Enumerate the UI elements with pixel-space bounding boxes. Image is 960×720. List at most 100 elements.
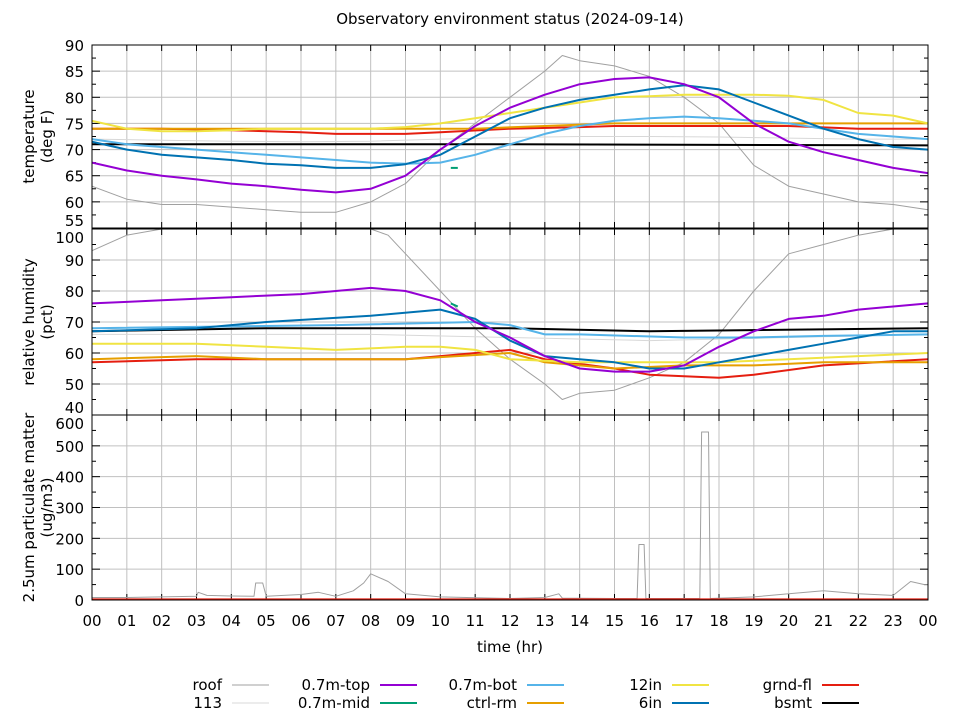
series-line-roof — [92, 229, 928, 400]
x-tick-label: 05 — [257, 612, 276, 630]
x-axis-label: time (hr) — [477, 638, 543, 656]
x-tick-label: 08 — [361, 612, 380, 630]
y-tick-label: 80 — [65, 89, 84, 107]
x-tick-label: 03 — [187, 612, 206, 630]
x-tick-label: 09 — [396, 612, 415, 630]
y-tick-label: 60 — [65, 194, 84, 212]
legend-label: 6in — [639, 694, 662, 712]
x-tick-label: 21 — [814, 612, 833, 630]
legend-item-0.7m-top: 0.7m-top — [302, 676, 417, 694]
series-group — [92, 431, 928, 600]
y-tick-label: 200 — [55, 530, 84, 548]
x-tick-label: 01 — [117, 612, 136, 630]
y-tick-label: 50 — [65, 376, 84, 394]
legend-label: 0.7m-mid — [298, 694, 370, 712]
legend-item-0.7m-mid: 0.7m-mid — [298, 694, 417, 712]
series-line-ctrl-rm — [92, 352, 928, 370]
x-tick-label: 15 — [605, 612, 624, 630]
series-line-113 — [92, 136, 928, 143]
x-tick-label: 06 — [291, 612, 310, 630]
legend-label: 12in — [629, 676, 662, 694]
x-tick-label: 07 — [326, 612, 345, 630]
y-tick-label: 80 — [65, 283, 84, 301]
legend-label: 113 — [193, 694, 222, 712]
y-axis-label-line: temperature — [20, 89, 38, 183]
y-axis-label-line: relative humidity — [20, 258, 38, 386]
y-axis-label-line: (pct) — [38, 304, 56, 339]
x-tick-label: 10 — [431, 612, 450, 630]
y-tick-label: 60 — [65, 345, 84, 363]
x-tick-label: 14 — [570, 612, 589, 630]
series-line-bsmt — [92, 327, 928, 333]
x-tick-label: 19 — [744, 612, 763, 630]
chart-title: Observatory environment status (2024-09-… — [336, 10, 684, 28]
x-tick-label: 22 — [849, 612, 868, 630]
y-axis-label: relative humidity(pct) — [20, 258, 56, 386]
y-tick-label: 70 — [65, 314, 84, 332]
y-tick-label: 100 — [55, 561, 84, 579]
y-tick-label: 70 — [65, 142, 84, 160]
x-tick-label: 13 — [535, 612, 554, 630]
series-line-12in — [92, 93, 928, 133]
legend-label: grnd-fl — [763, 676, 812, 694]
legend-label: roof — [193, 676, 223, 694]
series-line-0.7m-top — [92, 76, 928, 194]
y-tick-label: 85 — [65, 63, 84, 81]
legend-label: 0.7m-top — [302, 676, 370, 694]
y-tick-label: 40 — [65, 399, 84, 417]
legend-item-12in: 12in — [629, 676, 709, 694]
series-line-6in — [92, 308, 928, 370]
legend-item-grnd-fl: grnd-fl — [763, 676, 859, 694]
series-group — [92, 229, 928, 400]
y-axis-label: 2.5um particulate matter(ug/m3) — [20, 412, 56, 602]
y-tick-label: 55 — [65, 212, 84, 230]
x-tick-label: 23 — [884, 612, 903, 630]
series-line-0.7m-mid — [450, 302, 459, 308]
y-tick-label: 75 — [65, 115, 84, 133]
series-line-0.7m-top — [92, 286, 928, 373]
x-tick-label: 17 — [675, 612, 694, 630]
series-line-0.7m-bot — [92, 321, 928, 339]
y-tick-label: 500 — [55, 438, 84, 456]
series-line-ctrl-rm — [92, 122, 928, 130]
x-tick-label: 11 — [466, 612, 485, 630]
x-tick-label: 00 — [82, 612, 101, 630]
y-tick-label: 65 — [65, 168, 84, 186]
series-group — [92, 55, 928, 213]
plot-frame — [91, 44, 929, 229]
y-tick-label: 0 — [74, 592, 84, 610]
y-axis-label-line: (ug/m3) — [38, 478, 56, 538]
x-tick-label: 02 — [152, 612, 171, 630]
y-tick-label: 600 — [55, 415, 84, 433]
legend-item-bsmt: bsmt — [774, 694, 859, 712]
legend-item-6in: 6in — [639, 694, 709, 712]
panel-1: 40 50 60 70 80 90 100 relative humidity(pct) — [20, 228, 929, 417]
x-tick-labels: 00 01 02 03 04 05 06 07 08 09 10 11 12 13 14 15 16 17 18 19… — [82, 612, 937, 630]
series-line-6in — [92, 84, 928, 169]
y-axis-label-line: 2.5um particulate matter — [20, 412, 38, 602]
y-axis-label: temperature(deg F) — [20, 89, 56, 183]
series-line-12in — [92, 342, 928, 364]
x-tick-label: 20 — [779, 612, 798, 630]
series-line-grnd-fl — [92, 125, 928, 135]
x-tick-label: 18 — [709, 612, 728, 630]
series-line-roof — [92, 55, 928, 213]
series-line-0.7m-bot — [92, 115, 928, 165]
x-tick-label: 12 — [500, 612, 519, 630]
legend-label: bsmt — [774, 694, 812, 712]
y-tick-label: 90 — [65, 37, 84, 55]
x-tick-label: 16 — [640, 612, 659, 630]
legend-label: ctrl-rm — [467, 694, 517, 712]
plot-frame — [91, 414, 929, 601]
y-tick-label: 300 — [55, 500, 84, 518]
y-axis-label-line: (deg F) — [38, 110, 56, 163]
legend-item-0.7m-bot: 0.7m-bot — [449, 676, 564, 694]
y-tick-label: 90 — [65, 252, 84, 270]
y-tick-label: 400 — [55, 469, 84, 487]
x-tick-label: 04 — [222, 612, 241, 630]
legend-item-113: 113 — [193, 694, 269, 712]
